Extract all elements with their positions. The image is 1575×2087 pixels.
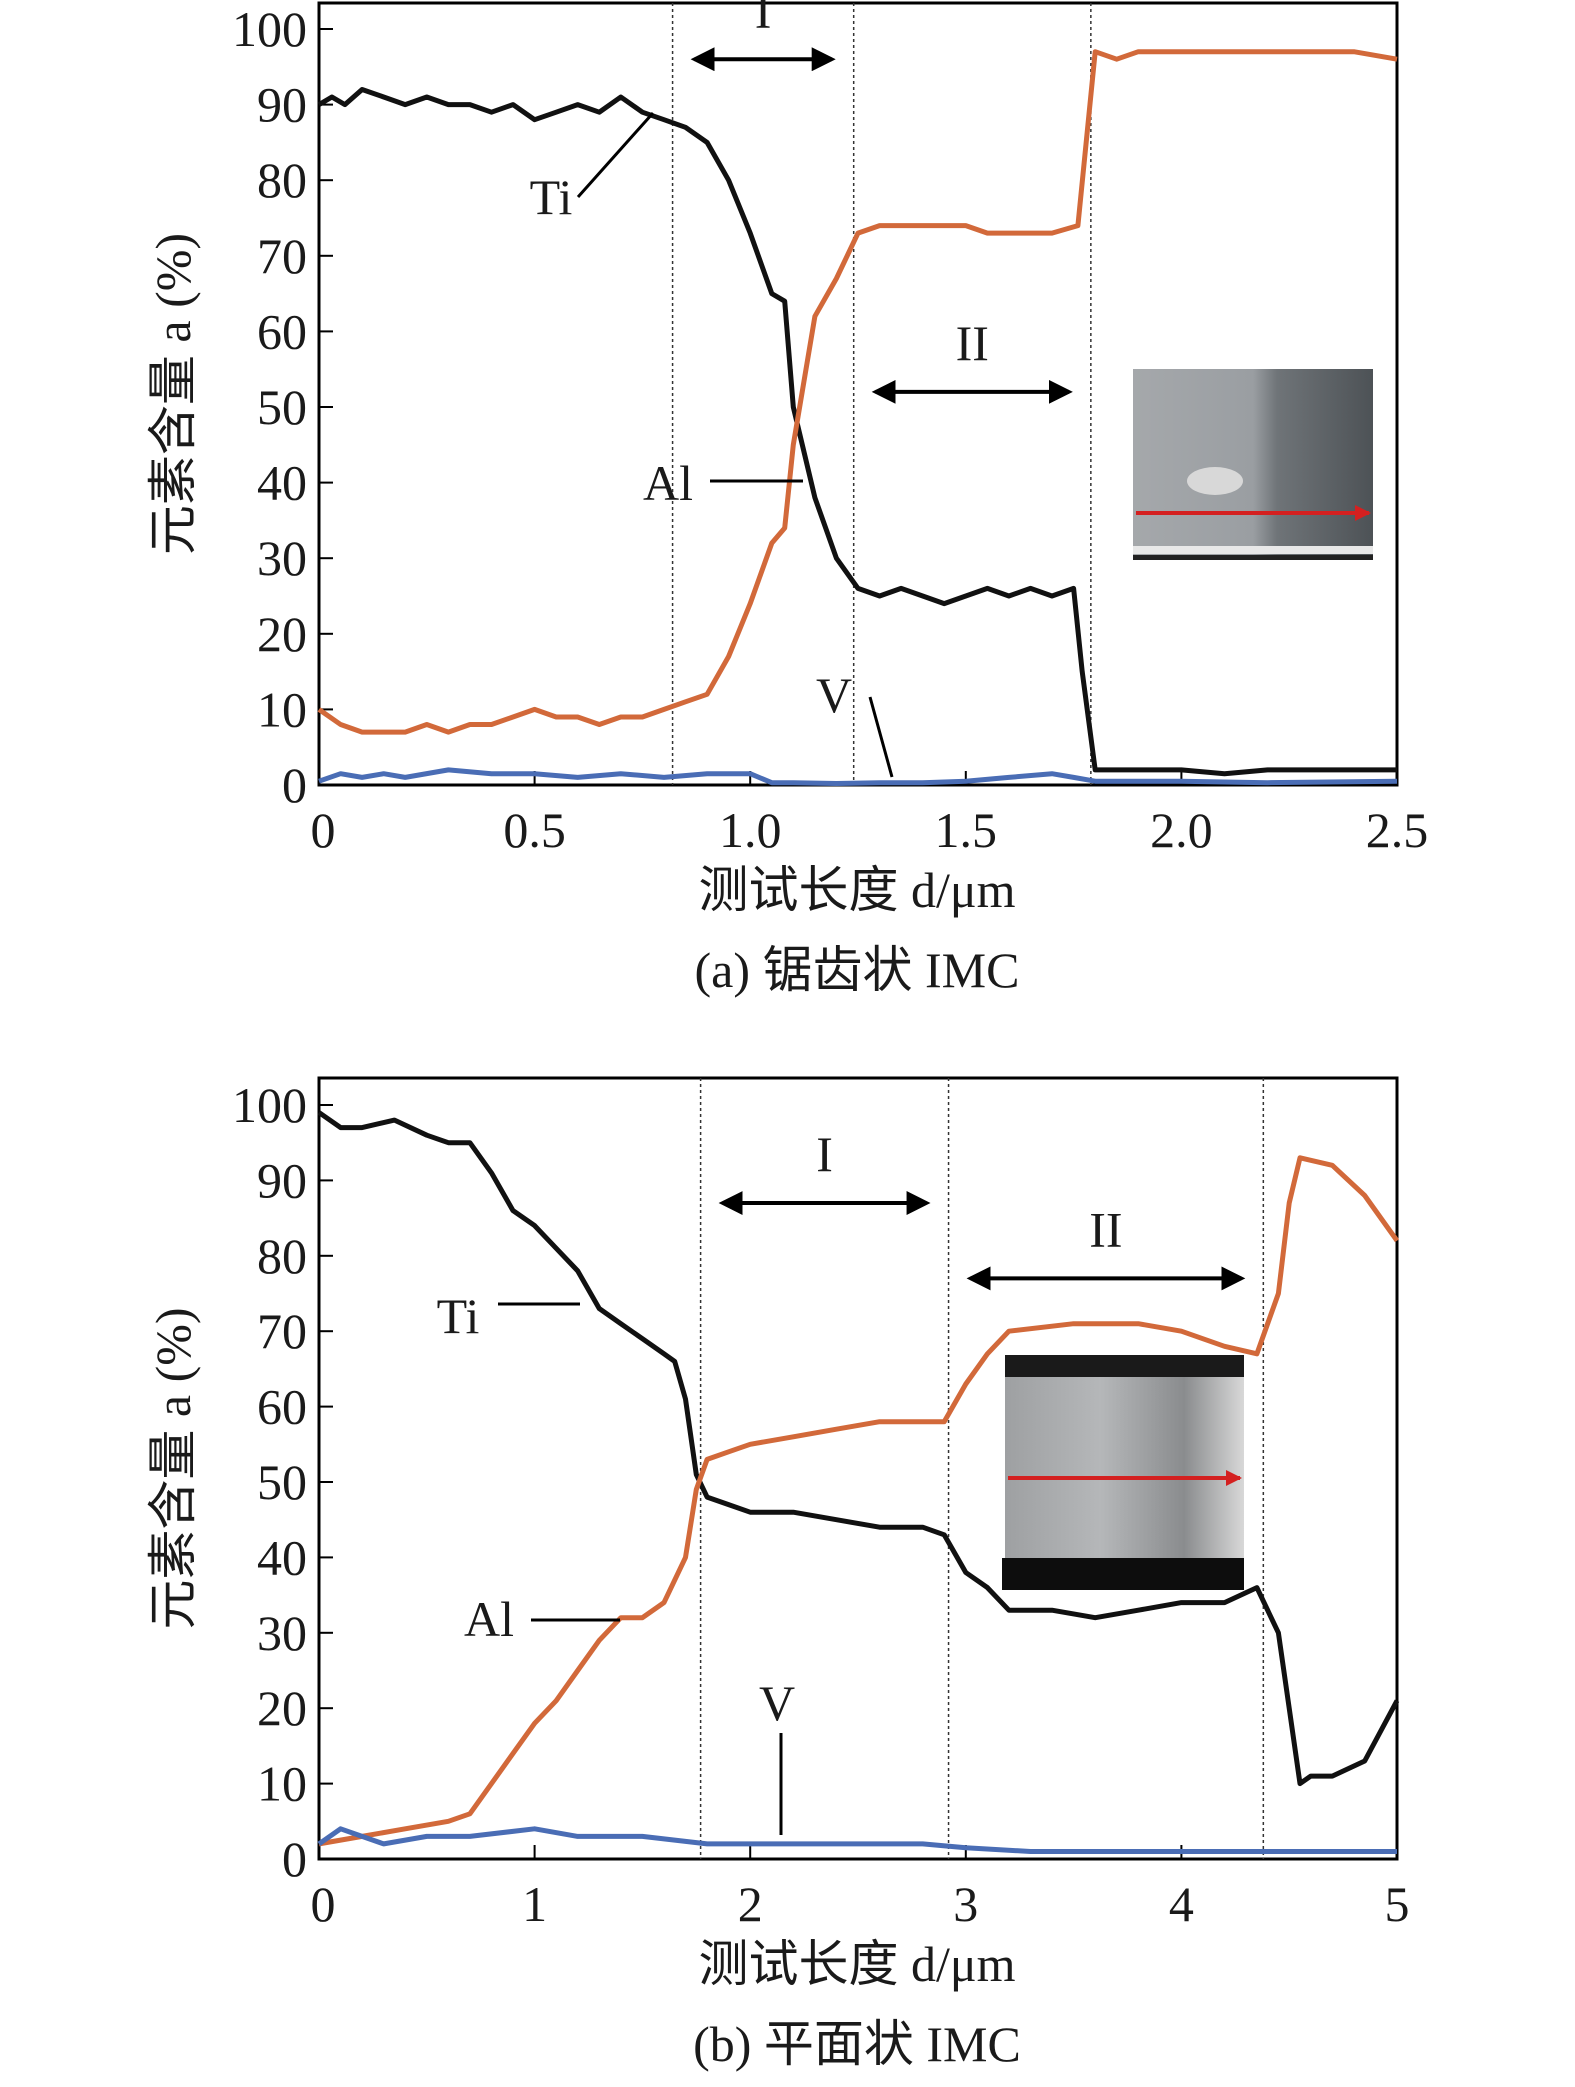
figure-caption: (b) 平面状 IMC [693,2016,1021,2072]
region-label: I [816,1126,833,1182]
y-tick-label: 20 [257,1680,307,1736]
x-tick-label: 1 [522,1876,547,1932]
x-tick-label: 1.0 [719,802,782,858]
series-line-al [318,1155,1400,1847]
y-tick-label: 50 [257,1454,307,1510]
y-tick-label: 90 [257,77,307,133]
region-label: II [1089,1201,1122,1257]
y-tick-label: 80 [257,1228,307,1284]
y-tick-label: 20 [257,606,307,662]
y-tick-label: 0 [282,757,307,813]
y-tick-label: 60 [257,303,307,359]
series-annotation: Ti [437,1288,480,1344]
y-tick-label: 60 [257,1379,307,1435]
plot-frame [317,1076,1399,1861]
y-axis-title: 元素含量 a (%) [145,1307,201,1629]
inset-grain [1187,467,1243,495]
series-annotation: V [759,1675,795,1731]
inset-micrograph [1133,369,1373,560]
inset-image [1005,1355,1244,1590]
x-tick-label: 0 [311,802,336,858]
annotation-leader [868,696,894,778]
y-axis-title: 元素含量 a (%) [145,233,201,555]
series-annotation: Ti [530,169,573,225]
x-tick-label: 2.5 [1366,802,1429,858]
x-tick-label: 2.0 [1150,802,1213,858]
x-tick-label: 0 [311,1876,336,1932]
region-label: I [755,0,772,38]
y-tick-label: 70 [257,1303,307,1359]
figure-caption: (a) 锯齿状 IMC [695,942,1020,998]
annotation-leader [576,112,655,198]
x-tick-label: 1.5 [935,802,998,858]
series-line-v [317,1826,1397,1854]
x-tick-label: 2 [738,1876,763,1932]
series-line-al [317,49,1398,735]
y-tick-label: 10 [257,681,307,737]
y-tick-label: 30 [257,1605,307,1661]
series-line-ti [317,1110,1400,1787]
y-tick-label: 30 [257,530,307,586]
inset-edge [1133,555,1373,560]
x-tick-label: 3 [953,1876,978,1932]
y-tick-label: 70 [257,228,307,284]
x-tick-label: 5 [1385,1876,1410,1932]
inset-edge [1005,1355,1244,1377]
y-tick-label: 0 [282,1831,307,1887]
series-annotation: V [816,667,852,723]
y-tick-label: 80 [257,152,307,208]
y-tick-label: 50 [257,379,307,435]
inset-micrograph [1002,1355,1244,1590]
y-tick-label: 90 [257,1152,307,1208]
y-tick-label: 40 [257,455,307,511]
series-line-ti [317,87,1397,777]
y-tick-label: 10 [257,1756,307,1812]
series-line-v [318,767,1398,786]
inset-edge [1002,1558,1244,1590]
region-label: II [956,315,989,371]
y-tick-label: 100 [232,1,307,57]
inset-image [1133,369,1373,560]
y-tick-label: 100 [232,1077,307,1133]
inset-edge [1133,546,1373,554]
series-annotation: Al [643,455,693,511]
series-annotation: Al [464,1591,514,1647]
x-axis-title: 测试长度 d/μm [698,1936,1015,1992]
x-tick-label: 4 [1169,1876,1194,1932]
y-tick-label: 40 [257,1529,307,1585]
x-axis-title: 测试长度 d/μm [698,862,1015,918]
x-tick-label: 0.5 [503,802,566,858]
